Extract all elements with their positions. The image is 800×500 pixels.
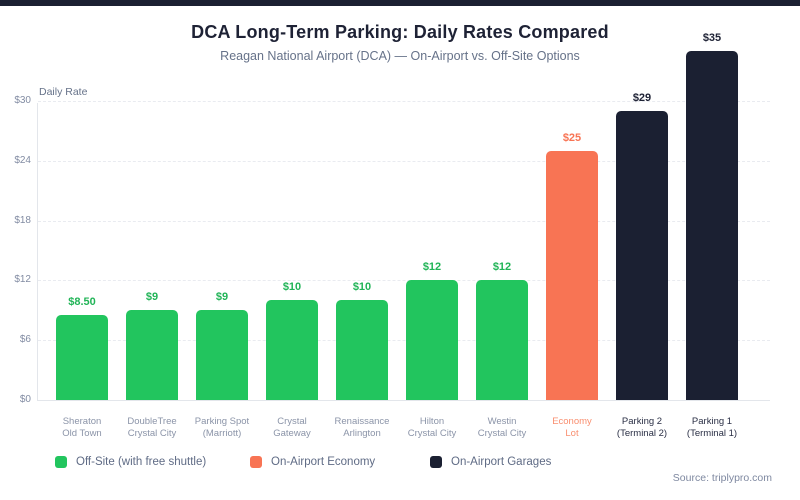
- gridline: [38, 340, 770, 342]
- bar-economy-lot: [546, 150, 598, 400]
- bar-category-label: Hilton Crystal City: [407, 416, 457, 439]
- bar-value-label: $10: [282, 281, 302, 294]
- bar-value-label: $25: [562, 131, 582, 144]
- y-tick-label: $12: [14, 274, 31, 286]
- y-tick-label: $30: [14, 95, 31, 106]
- bar-value-label: $29: [632, 91, 652, 104]
- legend-label: On-Airport Garages: [451, 456, 552, 468]
- legend-label: Off-Site (with free shuttle): [76, 456, 207, 468]
- legend-item: On-Airport Economy: [250, 455, 375, 469]
- legend-item: On-Airport Garages: [430, 455, 551, 469]
- bar-category-label: Crystal Gateway: [273, 416, 311, 439]
- bar-value-label: $9: [215, 291, 229, 304]
- bar-crystal-gateway: [266, 300, 318, 400]
- y-axis-title: Daily Rate: [39, 86, 88, 98]
- bar-parking-spot-marriott-: [196, 310, 248, 400]
- chart-title: DCA Long-Term Parking: Daily Rates Compa…: [191, 22, 609, 42]
- bar-category-label: Parking Spot (Marriott): [194, 416, 250, 439]
- bar-parking-2-terminal-2-: [616, 110, 668, 400]
- top-accent-bar: [0, 0, 800, 6]
- bar-category-label: DoubleTree Crystal City: [127, 416, 177, 439]
- bar-category-label: Parking 1 (Terminal 1): [686, 416, 738, 439]
- bar-category-label: Sheraton Old Town: [62, 416, 102, 439]
- y-tick-label: $24: [14, 154, 31, 166]
- bar-category-label: Westin Crystal City: [477, 416, 527, 439]
- gridline: [38, 101, 770, 102]
- legend-swatch: [55, 456, 67, 468]
- bar-parking-1-terminal-1-: [686, 51, 738, 400]
- bar-category-label: Parking 2 (Terminal 2): [616, 416, 668, 439]
- y-tick-label: $18: [14, 214, 31, 226]
- bar-renaissance-arlington: [336, 300, 388, 400]
- x-axis-line: [37, 400, 770, 401]
- bar-category-label: Renaissance Arlington: [334, 416, 390, 439]
- gridline: [38, 220, 770, 222]
- y-axis-line: [37, 103, 38, 400]
- bar-value-label: $9: [145, 291, 159, 304]
- bar-value-label: $10: [352, 281, 372, 294]
- legend-swatch: [250, 456, 262, 468]
- y-tick-label: $0: [19, 394, 31, 405]
- legend-item: Off-Site (with free shuttle): [55, 455, 206, 469]
- bar-value-label: $35: [702, 32, 722, 45]
- bar-value-label: $12: [492, 261, 512, 274]
- gridline: [38, 280, 770, 282]
- bar-hilton-crystal-city: [406, 280, 458, 400]
- bar-value-label: $12: [422, 261, 442, 274]
- gridline: [38, 160, 770, 162]
- bar-sheraton-old-town: [56, 315, 108, 400]
- source-note: Source: triplypro.com: [672, 472, 772, 484]
- bar-westin-crystal-city: [476, 280, 528, 400]
- legend-label: On-Airport Economy: [271, 456, 376, 468]
- bar-doubletree-crystal-city: [126, 310, 178, 400]
- bar-category-label: Economy Lot: [552, 416, 592, 439]
- bar-value-label: $8.50: [68, 296, 96, 309]
- y-tick-label: $6: [19, 334, 31, 346]
- legend-swatch: [430, 456, 442, 468]
- chart-subtitle: Reagan National Airport (DCA) — On-Airpo…: [220, 49, 580, 63]
